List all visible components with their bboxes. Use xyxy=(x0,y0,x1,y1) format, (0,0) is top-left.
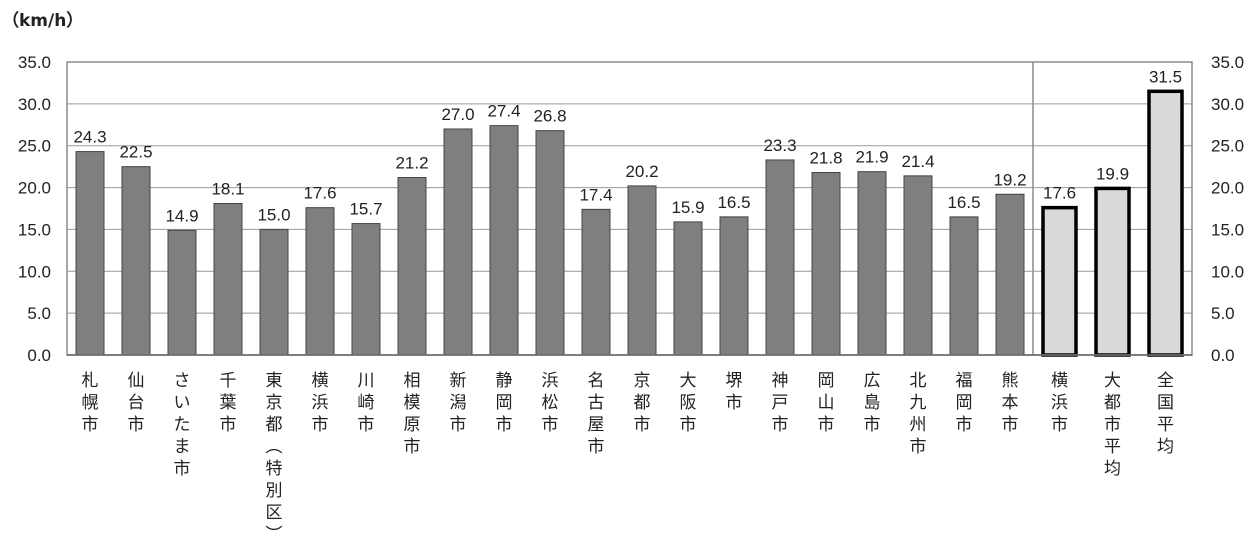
data-label: 21.9 xyxy=(855,148,888,167)
bar-comparison xyxy=(1094,186,1131,357)
data-label: 21.4 xyxy=(901,152,934,171)
y-tick-label-right: 10.0 xyxy=(1211,262,1244,281)
y-tick-label-left: 35.0 xyxy=(18,53,51,72)
unit-label: （km/h） xyxy=(2,10,83,31)
data-label: 15.0 xyxy=(257,205,290,224)
data-label: 21.2 xyxy=(395,154,428,173)
data-label: 27.0 xyxy=(441,105,474,124)
y-tick-label-left: 20.0 xyxy=(18,179,51,198)
bars xyxy=(75,89,1184,357)
category-label: 熊本市 xyxy=(1002,371,1019,435)
data-label: 17.6 xyxy=(1043,184,1076,203)
bar-city xyxy=(949,216,979,356)
value-labels: 24.3 22.5 14.9 18.1 15.0 17.6 15.7 21.2 27.0 27.4… xyxy=(73,67,1182,225)
bar-city xyxy=(903,175,933,356)
y-tick-label-right: 20.0 xyxy=(1211,179,1244,198)
y-tick-label-left: 0.0 xyxy=(27,346,51,365)
category-label: 全国平均 xyxy=(1157,371,1174,457)
category-label: 広島市 xyxy=(864,371,881,435)
data-label: 22.5 xyxy=(119,143,152,162)
bar-comparison xyxy=(1041,205,1078,357)
category-label: 静岡市 xyxy=(496,371,513,435)
y-tick-label-right: 30.0 xyxy=(1211,95,1244,114)
y-tick-label-right: 5.0 xyxy=(1211,304,1235,323)
y-tick-label-left: 10.0 xyxy=(18,262,51,281)
category-label: 堺市 xyxy=(726,371,743,413)
category-label: 東京都︵特別区︶ xyxy=(266,371,283,538)
plot-frame xyxy=(66,61,1193,356)
bar-city xyxy=(719,216,749,356)
category-label: 仙台市 xyxy=(128,371,145,435)
category-label: 大都市平均 xyxy=(1104,371,1121,479)
category-label: 北九州市 xyxy=(910,371,927,457)
category-label: 名古屋市 xyxy=(588,371,605,457)
data-label: 26.8 xyxy=(533,107,566,126)
y-tick-label-left: 15.0 xyxy=(18,220,51,239)
data-label: 15.9 xyxy=(671,198,704,217)
data-label: 31.5 xyxy=(1149,67,1182,86)
bar-city xyxy=(673,221,703,356)
y-tick-label-right: 0.0 xyxy=(1211,346,1235,365)
data-label: 19.9 xyxy=(1096,164,1129,183)
y-tick-label-left: 30.0 xyxy=(18,95,51,114)
y-tick-label-left: 25.0 xyxy=(18,137,51,156)
bar-city xyxy=(259,228,289,356)
category-label: 新潟市 xyxy=(450,371,467,435)
category-label: 横浜市 xyxy=(312,371,329,435)
data-label: 14.9 xyxy=(165,206,198,225)
bar-city xyxy=(121,166,151,356)
category-label: 横浜市 xyxy=(1051,371,1068,435)
bar-city xyxy=(627,185,657,356)
bar-city xyxy=(167,229,197,356)
data-label: 20.2 xyxy=(625,162,658,181)
bar-city xyxy=(995,193,1025,356)
bar-city xyxy=(535,130,565,356)
data-label: 18.1 xyxy=(211,179,244,198)
data-label: 16.5 xyxy=(717,193,750,212)
data-label: 17.6 xyxy=(303,184,336,203)
category-label: 川崎市 xyxy=(358,371,375,435)
data-label: 16.5 xyxy=(947,193,980,212)
bar-city xyxy=(581,208,611,356)
bar-city xyxy=(351,223,381,356)
category-label: 福岡市 xyxy=(956,371,973,435)
category-label: 千葉市 xyxy=(220,371,237,435)
category-label: 大阪市 xyxy=(680,371,697,435)
bar-city xyxy=(765,159,795,356)
category-label: 京都市 xyxy=(634,371,651,435)
category-label: 浜松市 xyxy=(542,371,559,435)
category-label: 岡山市 xyxy=(818,371,835,435)
bar-city xyxy=(489,125,519,356)
bar-city xyxy=(443,128,473,356)
y-tick-label-right: 15.0 xyxy=(1211,220,1244,239)
bar-city xyxy=(213,202,243,356)
y-tick-label-left: 5.0 xyxy=(27,304,51,323)
y-tick-label-right: 35.0 xyxy=(1211,53,1244,72)
category-label: 札幌市 xyxy=(82,371,99,435)
category-labels: 札幌市 仙台市 さいたま市 千葉市 東京都︵特別区︶ 横浜市 川崎市 相模原市 新潟市 静岡市 浜松… xyxy=(82,371,1175,538)
data-label: 15.7 xyxy=(349,200,382,219)
bar-city xyxy=(857,171,887,356)
data-label: 17.4 xyxy=(579,185,612,204)
bar-city xyxy=(397,177,427,356)
data-label: 23.3 xyxy=(763,136,796,155)
category-label: さいたま市 xyxy=(174,371,191,479)
category-label: 神戸市 xyxy=(772,371,789,435)
data-label: 27.4 xyxy=(487,102,520,121)
bar-city xyxy=(811,172,841,356)
y-axis-ticks: 0.0 0.0 5.0 5.0 10.0 10.0 15.0 15.0 20.0 20.0 25.0… xyxy=(18,53,1244,365)
category-label: 相模原市 xyxy=(404,371,421,457)
y-tick-label-right: 25.0 xyxy=(1211,137,1244,156)
data-label: 21.8 xyxy=(809,149,842,168)
data-label: 24.3 xyxy=(73,128,106,147)
bar-city xyxy=(75,151,105,356)
data-label: 19.2 xyxy=(993,170,1026,189)
bar-city xyxy=(305,207,335,356)
bar-comparison xyxy=(1147,89,1184,357)
